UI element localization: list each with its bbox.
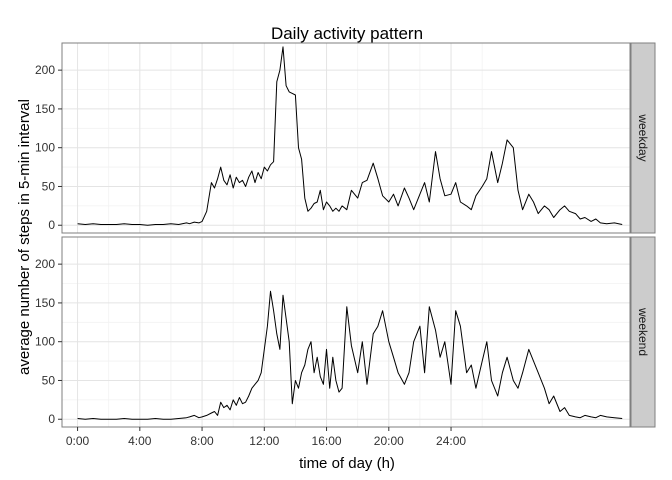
y-tick-label: 0	[48, 412, 55, 426]
series-line-weekday	[77, 46, 623, 226]
strip-label: weekday	[636, 113, 650, 161]
panel-background	[61, 42, 631, 234]
x-tick-label: 8:00	[190, 434, 214, 448]
x-tick-label: 16:00	[312, 434, 342, 448]
y-axis-title: average number of steps in 5-min interva…	[16, 99, 33, 375]
strip-background	[630, 236, 656, 428]
x-axis-title: time of day (h)	[299, 455, 395, 472]
facet-strip-weekend: weekend	[630, 236, 656, 428]
x-axis: 0:00 4:00 8:00 12:00 16:00 20:00 24:00	[66, 427, 466, 448]
panel-border	[61, 42, 631, 234]
panel-border	[61, 236, 631, 428]
y-tick-label: 50	[42, 373, 56, 387]
series-line-weekend	[77, 290, 623, 420]
y-tick-label: 100	[35, 335, 55, 349]
y-tick-label: 100	[35, 141, 55, 155]
strip-label: weekend	[636, 307, 650, 356]
strip-background	[630, 42, 656, 234]
y-tick-label: 50	[42, 179, 56, 193]
facet-panel-weekday: 0 50 100 150 200 weekday	[35, 42, 656, 234]
panel-background	[61, 236, 631, 428]
x-tick-label: 0:00	[66, 434, 90, 448]
x-tick-label: 24:00	[436, 434, 466, 448]
facet-panel-weekend: 0 50 100 150 200 weekend	[35, 236, 656, 428]
chart-title: Daily activity pattern	[271, 24, 423, 43]
x-tick-label: 12:00	[249, 434, 279, 448]
y-tick-label: 150	[35, 102, 55, 116]
y-tick-label: 150	[35, 296, 55, 310]
x-tick-label: 4:00	[128, 434, 152, 448]
y-tick-label: 200	[35, 63, 55, 77]
facet-panels: 0 50 100 150 200 weekday 0 50 100 150 200 weekend 0:…	[35, 42, 656, 448]
facet-strip-weekday: weekday	[630, 42, 656, 234]
y-tick-label: 0	[48, 218, 55, 232]
y-tick-label: 200	[35, 257, 55, 271]
x-tick-label: 20:00	[374, 434, 404, 448]
